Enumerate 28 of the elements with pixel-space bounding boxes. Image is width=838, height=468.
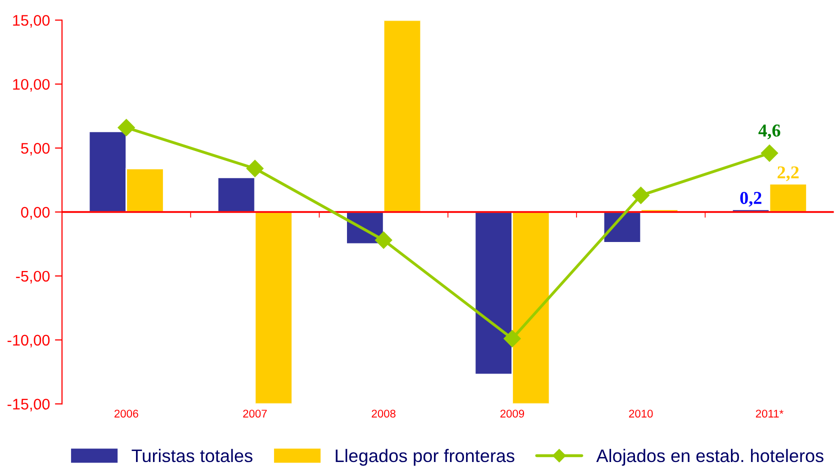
point [375,232,392,249]
x-tick-label: 2008 [372,410,396,418]
y-tick-label: 5,00 [21,142,50,156]
data-label: 4,6 [758,124,780,140]
point [760,144,778,162]
y-tick-label: -10,00 [8,334,50,348]
point [246,160,264,178]
legend-label: Alojados en estab. hoteleros [596,448,824,466]
point [118,119,135,136]
point [632,186,650,204]
y-tick-label: 0,00 [21,206,50,220]
y-tick-label: 15,00 [13,14,50,28]
y-tick-label: -5,00 [16,270,50,284]
x-tick-label: 2011* [756,410,784,418]
legend-label: Turistas totales [132,448,252,462]
legend-label: Llegados por fronteras [336,448,514,466]
x-tick-label: 2009 [500,410,524,418]
bar [254,211,293,404]
y-tick-label: -15,00 [8,398,50,412]
bar [216,176,256,213]
data-label: 0,2 [740,192,762,207]
x-tick-label: 2007 [243,410,267,418]
y-tick-label: 10,00 [13,78,50,92]
data-label: 2,2 [778,166,799,182]
x-tick-label: 2010 [629,410,653,418]
bar [382,20,422,213]
x-tick-label: 2006 [114,410,138,418]
point [504,330,521,348]
